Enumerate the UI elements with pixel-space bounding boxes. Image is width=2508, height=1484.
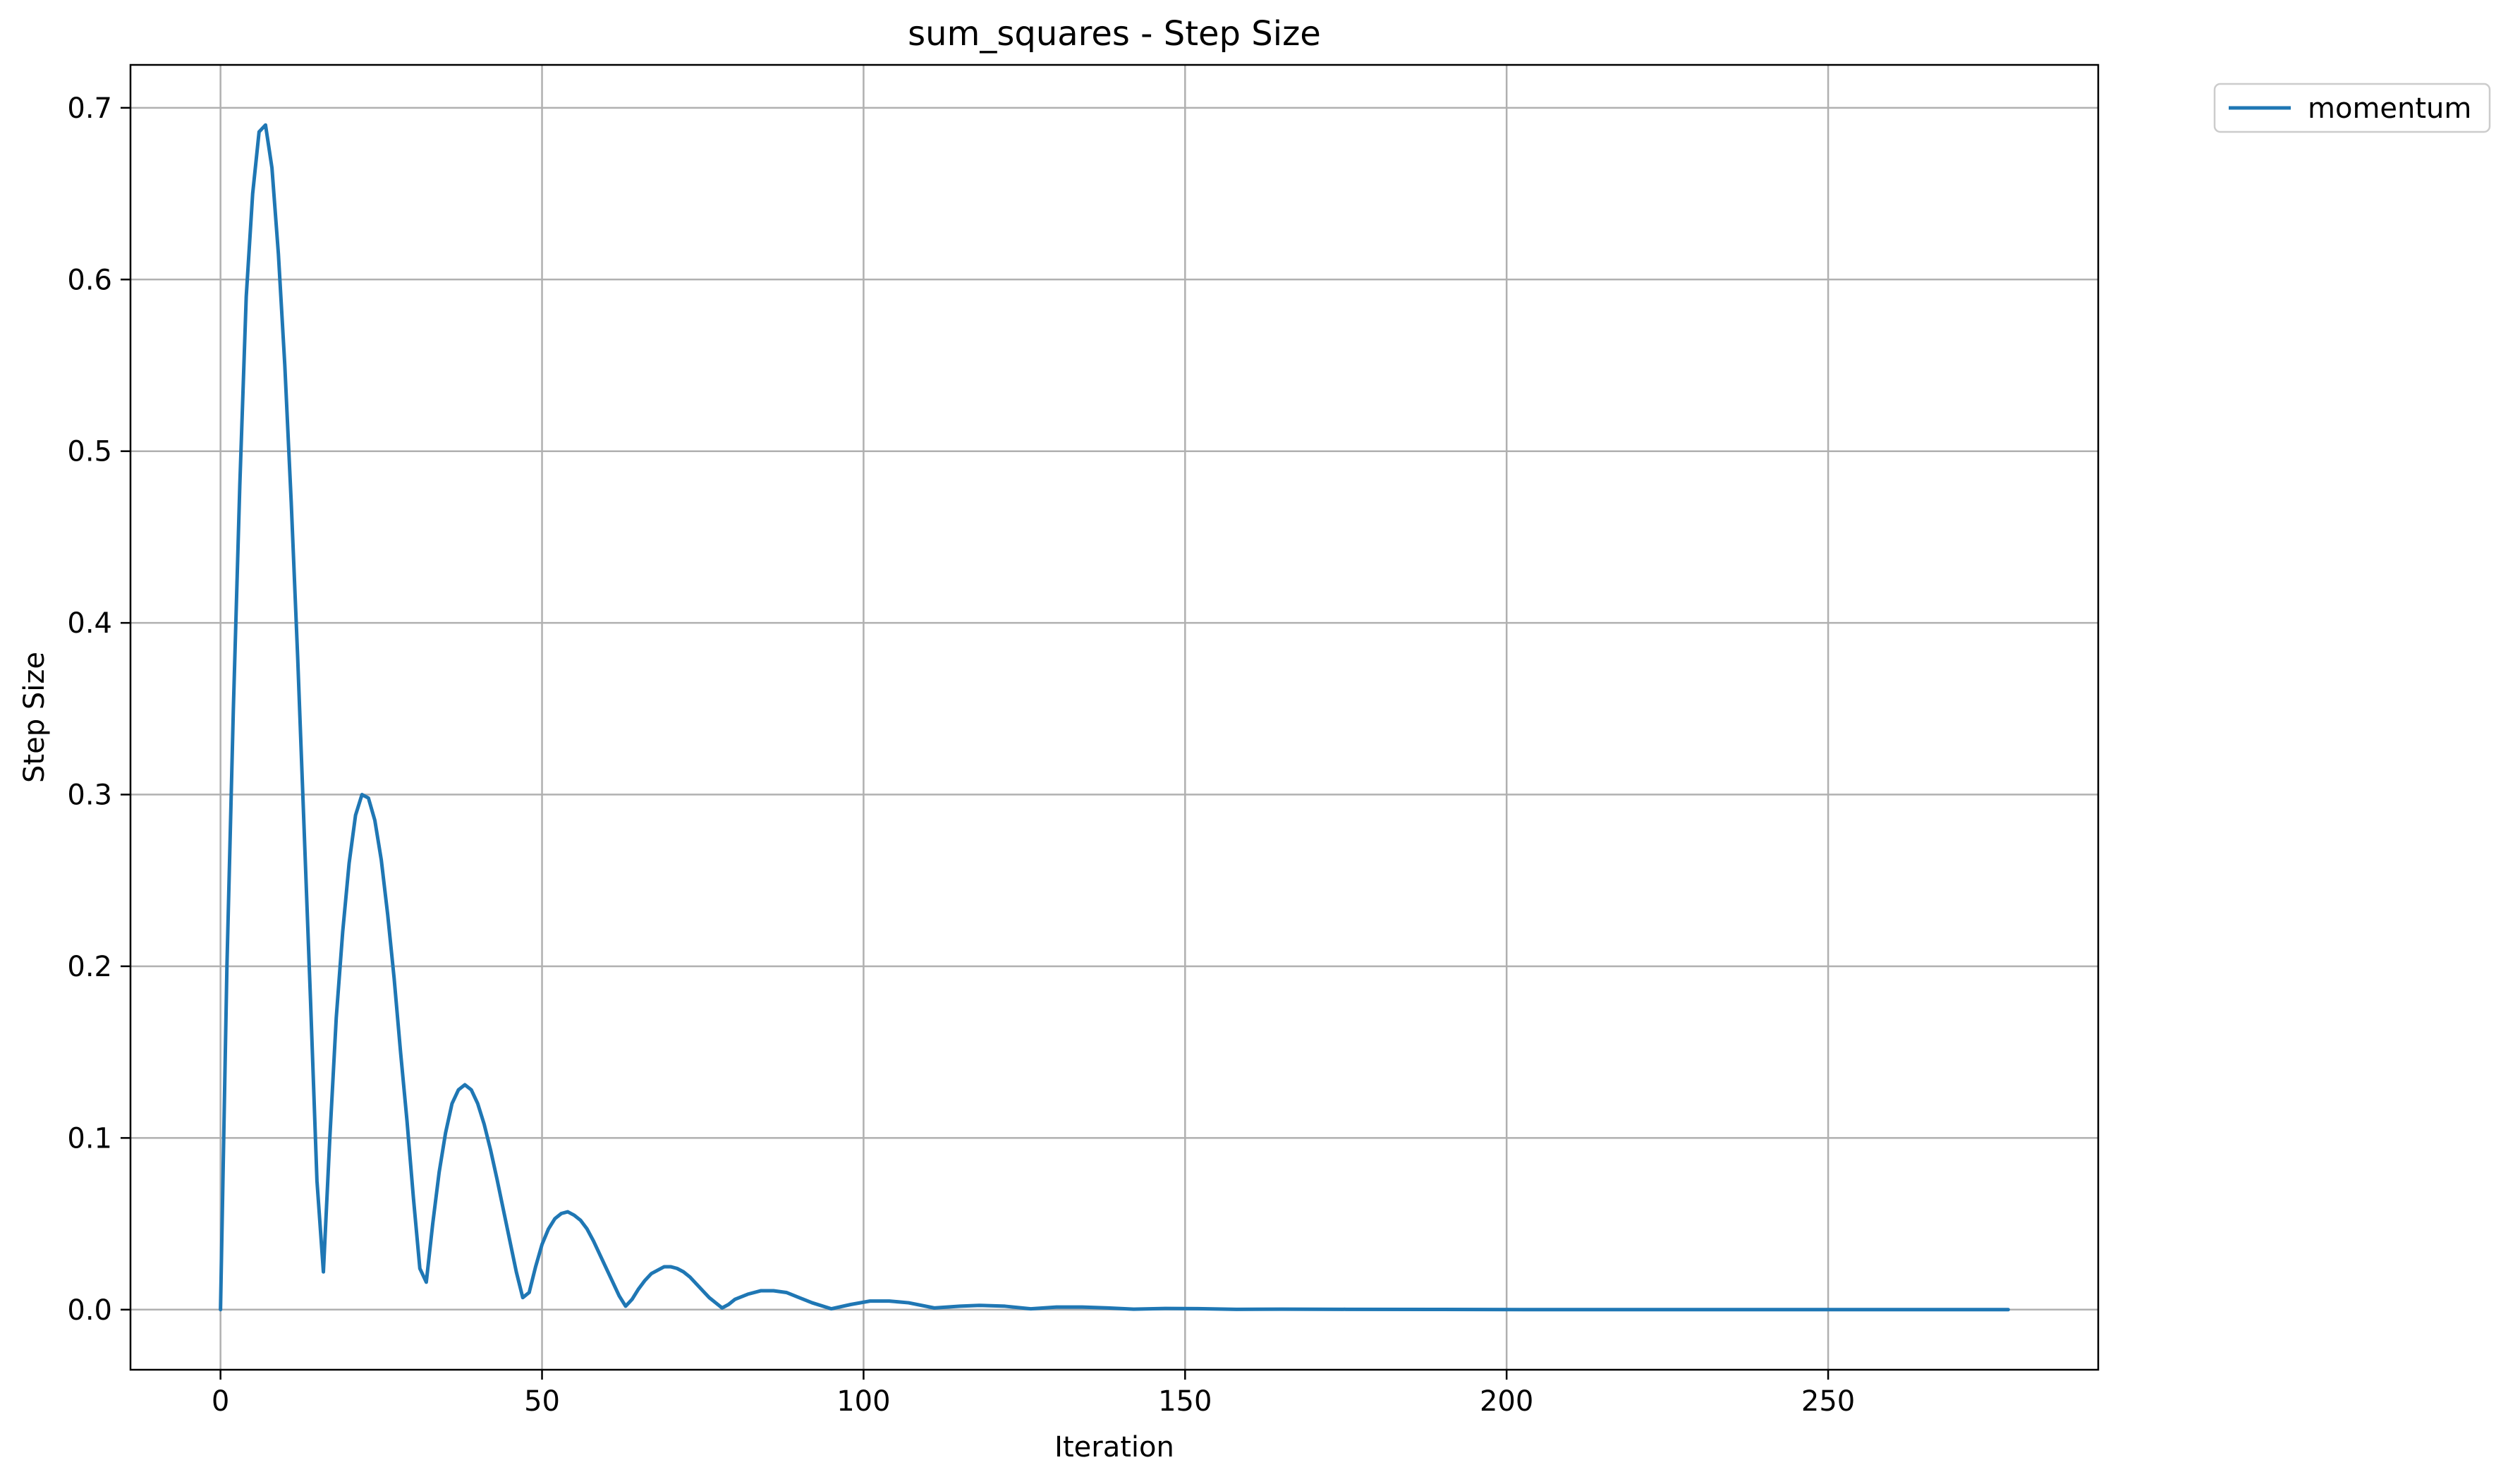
x-tick-label: 250 xyxy=(1801,1385,1855,1418)
y-tick-label: 0.0 xyxy=(67,1294,112,1327)
y-tick-label: 0.1 xyxy=(67,1122,112,1155)
legend: momentum xyxy=(2213,83,2491,133)
y-tick-label: 0.5 xyxy=(67,436,112,468)
x-tick-label: 200 xyxy=(1480,1385,1533,1418)
axis-ticks: 0 50 100 150 200 250 0.0 0.1 0.2 0.3 0.4 0.5 0.6 0.7 xyxy=(67,92,1855,1418)
series-layer xyxy=(219,123,2010,1312)
y-tick-label: 0.4 xyxy=(67,607,112,640)
x-axis-label: Iteration xyxy=(1054,1431,1174,1464)
y-tick-label: 0.7 xyxy=(67,92,112,125)
chart-title: sum_squares - Step Size xyxy=(908,14,1321,54)
x-tick-label: 100 xyxy=(836,1385,890,1418)
y-tick-label: 0.2 xyxy=(67,951,112,983)
plot-area xyxy=(129,63,2100,1371)
x-tick-label: 150 xyxy=(1158,1385,1212,1418)
grid-lines xyxy=(130,65,2098,1370)
series-line-momentum xyxy=(219,123,2010,1312)
y-axis-label: Step Size xyxy=(18,652,51,783)
y-tick-label: 0.3 xyxy=(67,779,112,812)
y-tick-label: 0.6 xyxy=(67,264,112,296)
legend-label-momentum: momentum xyxy=(2308,92,2471,125)
legend-box xyxy=(2213,83,2491,133)
x-tick-label: 0 xyxy=(212,1385,229,1418)
x-tick-label: 50 xyxy=(524,1385,560,1418)
